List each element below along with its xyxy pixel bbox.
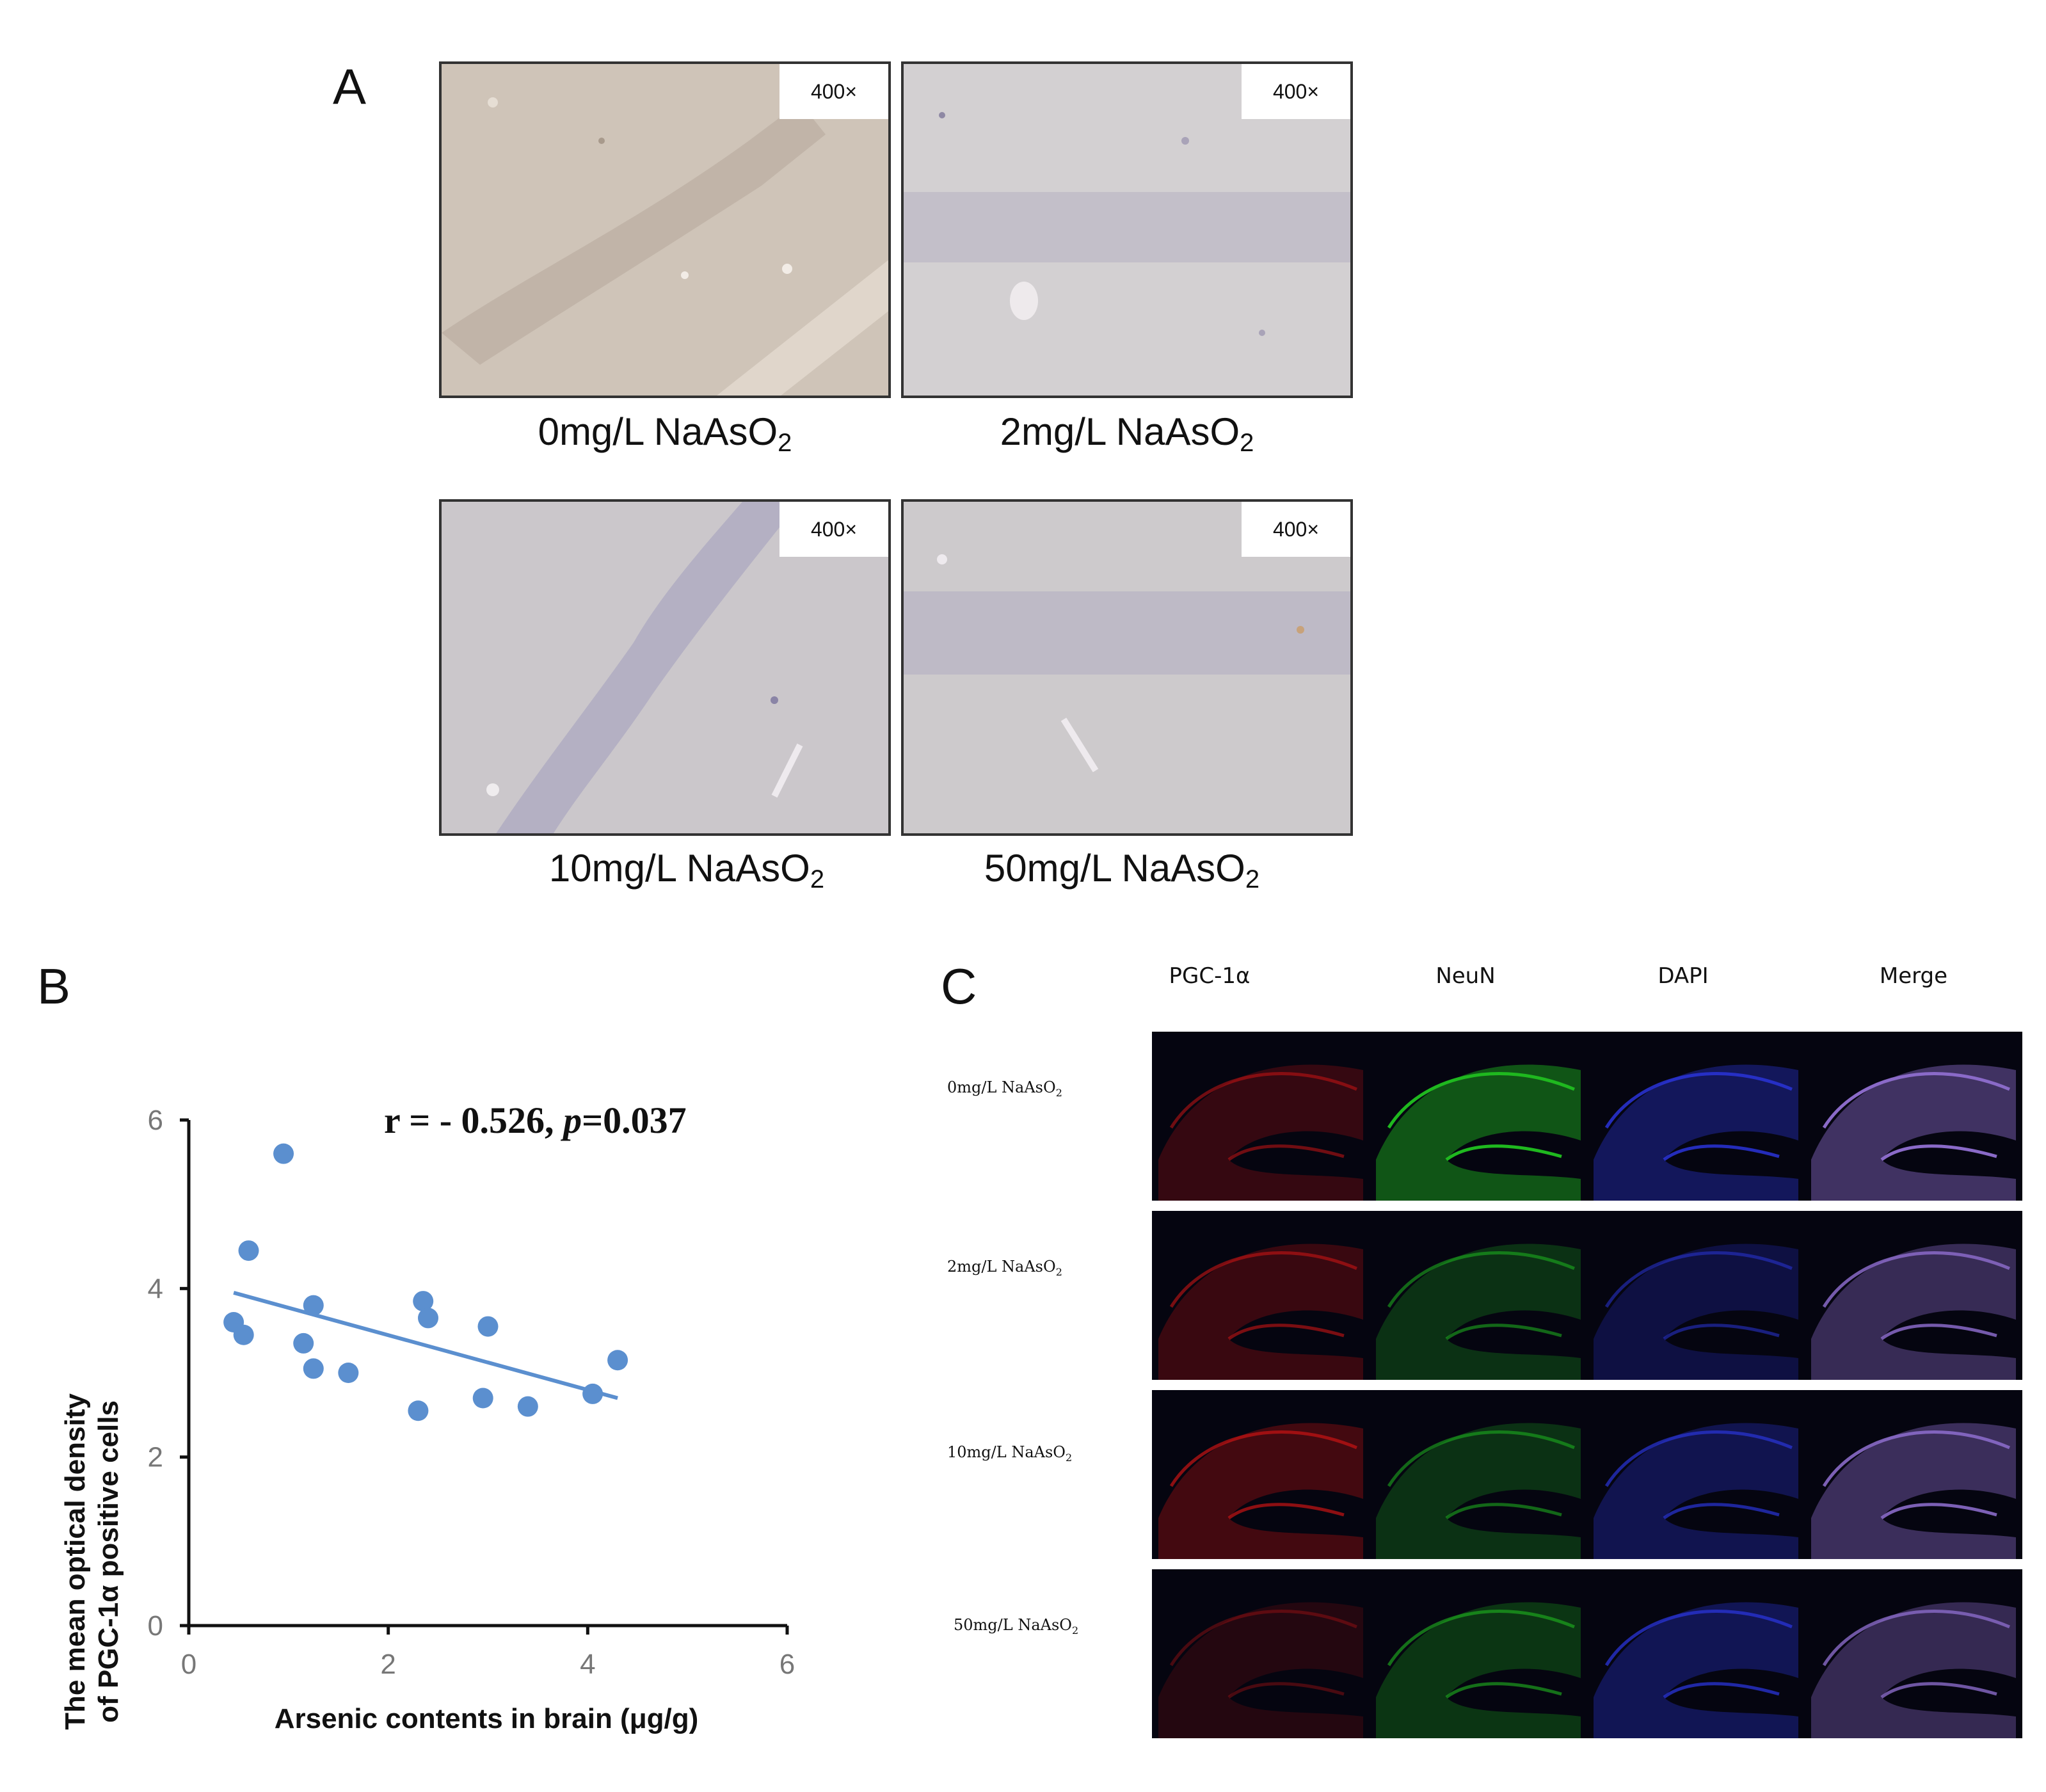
x-tick-label: 0 — [181, 1649, 196, 1680]
if-row-50mg — [1152, 1569, 2022, 1738]
magnification-label: 400× — [779, 64, 888, 119]
scatter-point — [408, 1400, 429, 1421]
if-image-neun — [1370, 1211, 1587, 1380]
if-row-0mg — [1152, 1032, 2022, 1201]
if-image-neun — [1370, 1569, 1587, 1738]
trend-line — [233, 1291, 618, 1400]
x-tick-label: 2 — [380, 1649, 396, 1680]
y-tick-label: 0 — [148, 1610, 163, 1642]
y-tick-label: 2 — [148, 1442, 163, 1473]
scatter-point — [472, 1388, 493, 1409]
column-header-pgc1a: PGC-1α — [1169, 963, 1251, 989]
x-tick-label: 4 — [580, 1649, 595, 1680]
scatter-point — [238, 1240, 259, 1261]
scatter-point — [303, 1295, 324, 1316]
panel-c-letter: C — [941, 958, 977, 1014]
if-image-dapi — [1587, 1390, 1805, 1559]
x-tick-label: 6 — [779, 1649, 795, 1680]
x-axis-label: Arsenic contents in brain (μg/g) — [275, 1703, 699, 1734]
if-image-merge — [1805, 1211, 2022, 1380]
if-row-label-50mg: 50mg/L NaAsO2 — [954, 1616, 1079, 1636]
y-tick-label: 4 — [148, 1273, 163, 1304]
panel-b-letter: B — [37, 958, 71, 1014]
y-axis-label-line2: of PGC-1α positive cells — [93, 1400, 124, 1723]
ihc-caption-10mg: 10mg/L NaAsO2 — [548, 847, 825, 893]
ihc-caption-2mg: 2mg/L NaAsO2 — [1000, 410, 1254, 457]
if-image-merge — [1805, 1390, 2022, 1559]
ihc-image-2mg: 400× — [901, 61, 1353, 398]
y-tick-label: 6 — [148, 1105, 163, 1136]
if-image-neun — [1370, 1032, 1587, 1201]
if-image-merge — [1805, 1569, 2022, 1738]
ihc-caption-50mg: 50mg/L NaAsO2 — [984, 847, 1260, 893]
if-image-dapi — [1587, 1032, 1805, 1201]
scatter-point — [413, 1291, 434, 1312]
magnification-label: 400× — [779, 502, 888, 557]
if-row-label-10mg: 10mg/L NaAsO2 — [947, 1443, 1073, 1464]
ihc-image-50mg: 400× — [901, 499, 1353, 836]
scatter-point — [338, 1363, 359, 1383]
scatter-point — [477, 1316, 499, 1337]
if-image-merge — [1805, 1032, 2022, 1201]
scatter-point — [582, 1383, 603, 1404]
magnification-label: 400× — [1242, 64, 1350, 119]
scatter-point — [273, 1143, 294, 1164]
if-image-pgc1 — [1152, 1390, 1370, 1559]
magnification-label: 400× — [1242, 502, 1350, 557]
scatter-point — [418, 1308, 438, 1329]
if-image-neun — [1370, 1390, 1587, 1559]
panel-a-letter: A — [333, 58, 367, 115]
if-image-dapi — [1587, 1211, 1805, 1380]
if-row-label-0mg: 0mg/L NaAsO2 — [947, 1078, 1062, 1099]
if-row-10mg — [1152, 1390, 2022, 1559]
scatter-chart: 0 2 4 6 0 2 4 6 r = - 0.526, p=0.037 Arsenic co… — [60, 1100, 795, 1734]
column-header-dapi: DAPI — [1658, 963, 1709, 989]
scatter-point — [233, 1324, 254, 1345]
ihc-caption-0mg: 0mg/L NaAsO2 — [538, 410, 792, 457]
if-row-label-2mg: 2mg/L NaAsO2 — [947, 1258, 1062, 1278]
ihc-image-10mg: 400× — [439, 499, 891, 836]
if-row-2mg — [1152, 1211, 2022, 1380]
scatter-point — [303, 1358, 324, 1379]
scatter-point — [517, 1396, 538, 1417]
column-header-merge: Merge — [1879, 963, 1948, 989]
ihc-image-0mg: 400× — [439, 61, 891, 398]
y-axis-label-line1: The mean optical density — [60, 1393, 91, 1730]
column-header-neun: NeuN — [1435, 963, 1496, 989]
if-image-pgc1 — [1152, 1032, 1370, 1201]
if-image-pgc1 — [1152, 1569, 1370, 1738]
chart-correlation-title: r = - 0.526, p=0.037 — [384, 1100, 687, 1141]
if-image-dapi — [1587, 1569, 1805, 1738]
if-image-pgc1 — [1152, 1211, 1370, 1380]
scatter-point — [607, 1350, 628, 1371]
scatter-point — [293, 1332, 314, 1354]
